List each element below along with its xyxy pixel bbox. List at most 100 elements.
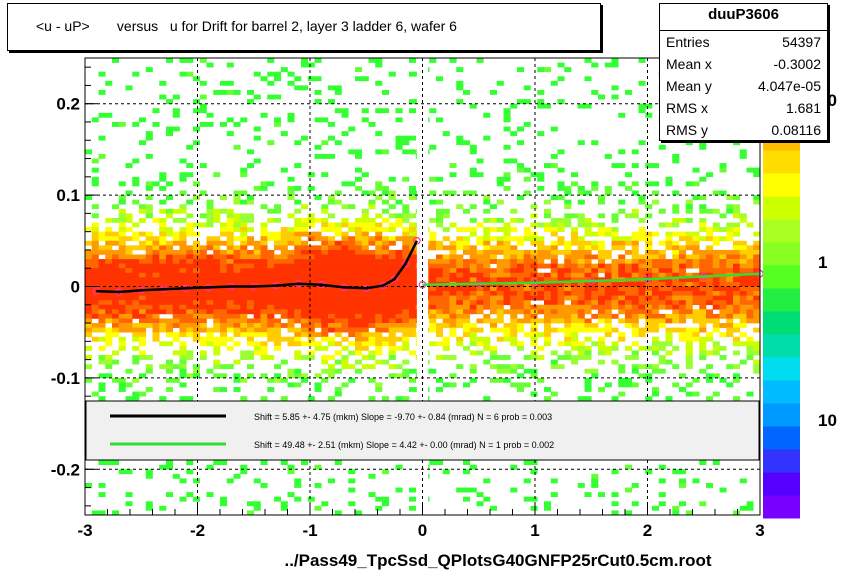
heatmap-cell	[685, 181, 693, 187]
heatmap-cell	[125, 501, 133, 507]
heatmap-cell	[368, 268, 376, 274]
heatmap-cell	[294, 332, 302, 338]
heatmap-cell	[274, 71, 282, 77]
fit-curve	[96, 240, 419, 294]
heatmap-cell	[132, 313, 140, 319]
heatmap-cell	[577, 236, 585, 242]
heatmap-cell	[598, 245, 606, 251]
heatmap-cell	[321, 377, 329, 383]
heatmap-cell	[98, 460, 106, 466]
stats-divider	[660, 30, 827, 31]
heatmap-cell	[341, 181, 349, 187]
heatmap-cell	[571, 355, 579, 360]
heatmap-cell	[463, 190, 471, 196]
heatmap-cell	[355, 313, 363, 319]
heatmap-cell	[260, 227, 268, 232]
heatmap-cell	[591, 181, 599, 187]
heatmap-cell	[301, 263, 309, 269]
heatmap-cell	[206, 240, 214, 246]
heatmap-cell	[85, 291, 93, 296]
heatmap-cell	[280, 377, 288, 383]
heatmap-cell	[510, 103, 518, 109]
heatmap-cell	[105, 295, 113, 301]
heatmap-cell	[625, 313, 633, 319]
heatmap-cell	[409, 99, 417, 104]
heatmap-cell	[132, 245, 140, 251]
heatmap-cell	[449, 240, 457, 246]
heatmap-cell	[334, 245, 342, 251]
heatmap-cell	[537, 172, 545, 178]
heatmap-cell	[206, 277, 214, 283]
heatmap-cell	[361, 332, 369, 338]
heatmap-cell	[429, 286, 437, 292]
heatmap-cell	[523, 268, 531, 274]
heatmap-cell	[253, 254, 261, 260]
heatmap-cell	[726, 318, 734, 324]
heatmap-cell	[328, 99, 336, 104]
heatmap-cell	[172, 259, 180, 264]
heatmap-cell	[645, 231, 653, 237]
heatmap-cell	[139, 350, 147, 356]
heatmap-cell	[226, 208, 234, 214]
heatmap-cell	[118, 469, 126, 475]
heatmap-cell	[179, 58, 187, 63]
heatmap-cell	[523, 281, 531, 287]
heatmap-cell	[490, 309, 498, 315]
heatmap-cell	[139, 336, 147, 342]
heatmap-cell	[334, 341, 342, 347]
heatmap-cell	[361, 249, 369, 255]
heatmap-cell	[206, 300, 214, 306]
heatmap-cell	[388, 286, 396, 292]
heatmap-cell	[287, 259, 295, 264]
heatmap-cell	[314, 263, 322, 269]
heatmap-cell	[139, 313, 147, 319]
heatmap-cell	[442, 382, 450, 388]
heatmap-cell	[105, 291, 113, 296]
heatmap-cell	[645, 268, 653, 274]
heatmap-cell	[672, 291, 680, 296]
heatmap-cell	[112, 58, 120, 63]
heatmap-cell	[692, 309, 700, 315]
heatmap-cell	[564, 355, 572, 360]
heatmap-cell	[564, 332, 572, 338]
heatmap-cell	[105, 373, 113, 379]
heatmap-cell	[85, 272, 93, 278]
heatmap-cell	[85, 313, 93, 319]
heatmap-cell	[739, 249, 747, 255]
heatmap-cell	[260, 396, 268, 402]
heatmap-cell	[577, 355, 585, 360]
heatmap-cell	[409, 281, 417, 287]
colorbar-segment	[763, 472, 800, 496]
heatmap-cell	[91, 117, 99, 123]
heatmap-cell	[550, 350, 558, 356]
heatmap-cell	[274, 240, 282, 246]
heatmap-cell	[334, 263, 342, 269]
heatmap-cell	[463, 323, 471, 328]
heatmap-cell	[179, 355, 187, 360]
heatmap-cell	[287, 268, 295, 274]
heatmap-cell	[577, 291, 585, 296]
heatmap-cell	[442, 272, 450, 278]
heatmap-cell	[213, 359, 221, 365]
heatmap-cell	[409, 277, 417, 283]
heatmap-cell	[260, 204, 268, 210]
heatmap-cell	[652, 268, 660, 274]
heatmap-cell	[98, 304, 106, 310]
heatmap-cell	[746, 291, 754, 296]
heatmap-cell	[199, 291, 207, 296]
heatmap-cell	[91, 249, 99, 255]
heatmap-cell	[550, 222, 558, 228]
heatmap-cell	[247, 236, 255, 242]
heatmap-cell	[409, 263, 417, 269]
heatmap-cell	[645, 272, 653, 278]
heatmap-cell	[598, 295, 606, 301]
heatmap-cell	[631, 190, 639, 196]
heatmap-cell	[699, 460, 707, 466]
heatmap-cell	[483, 199, 491, 205]
heatmap-cell	[544, 295, 552, 301]
heatmap-cell	[598, 227, 606, 232]
heatmap-cell	[355, 281, 363, 287]
heatmap-cell	[469, 364, 477, 370]
heatmap-cell	[429, 368, 437, 374]
heatmap-cell	[523, 313, 531, 319]
